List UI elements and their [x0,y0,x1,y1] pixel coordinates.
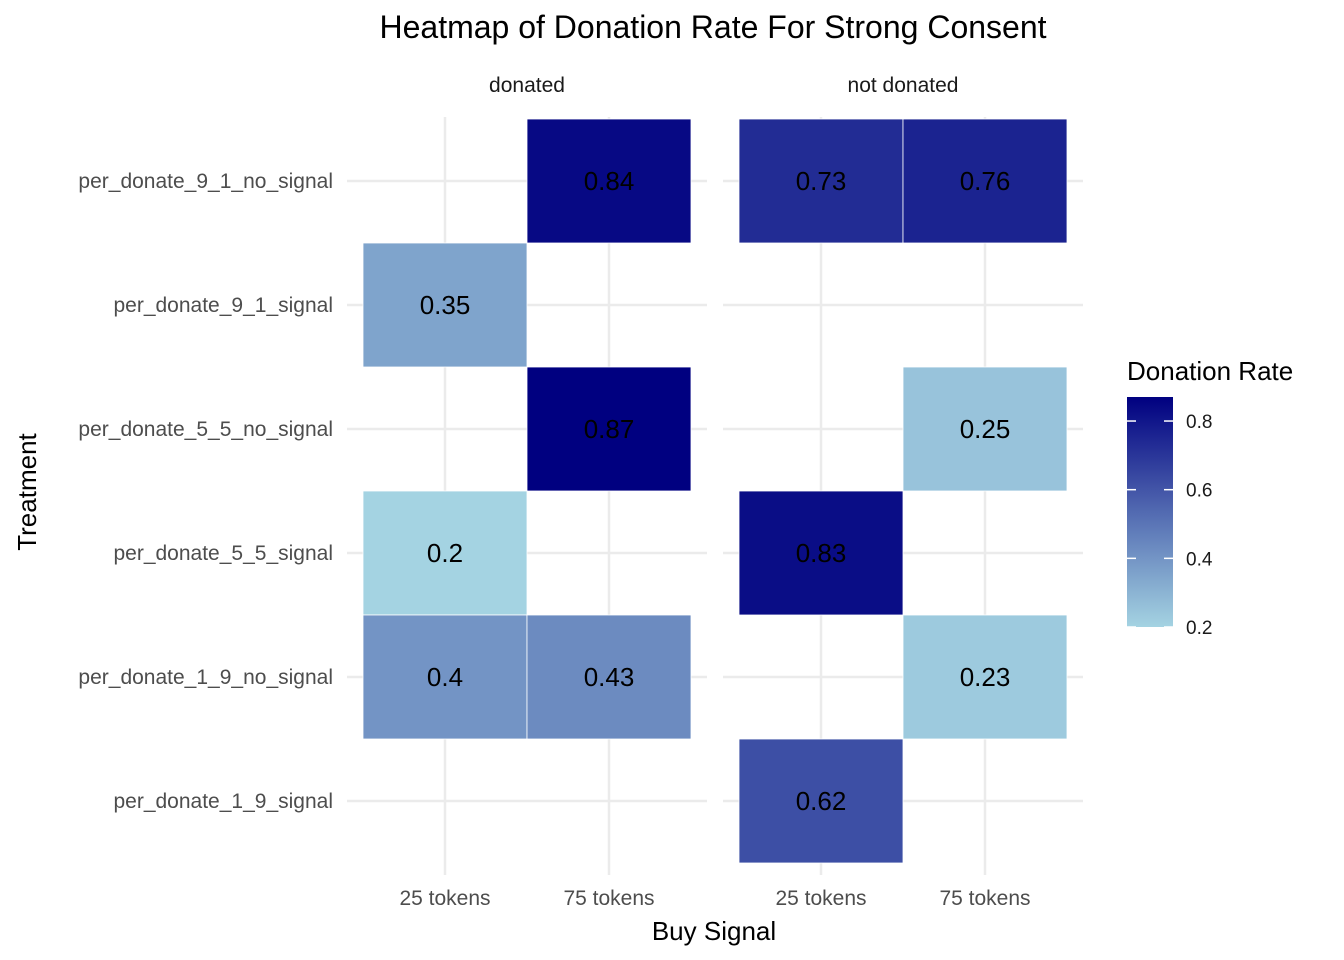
facet-panel: donated 25 tokens 75 tokens 0.84 0.35 0.87 0.2… [347,74,707,910]
cell-value-label: 0.25 [960,414,1011,444]
y-tick-label: per_donate_5_5_no_signal [78,418,333,441]
cell-value-label: 0.23 [960,662,1011,692]
heatmap-cell [902,614,1068,740]
y-tick-label: per_donate_9_1_no_signal [78,170,333,193]
legend-tick-label: 0.4 [1186,549,1213,570]
facet-panels: donated 25 tokens 75 tokens 0.84 0.35 0.87 0.2… [347,74,1083,910]
heatmap-cell [526,614,692,740]
heatmap-cell [526,366,692,492]
x-tick-label: 25 tokens [775,887,866,910]
heatmap-cell [738,490,904,616]
heatmap-cell [738,118,904,244]
y-tick-labels: per_donate_9_1_no_signal per_donate_9_1_s… [78,170,333,813]
cell-value-label: 0.73 [796,166,847,196]
y-tick-label: per_donate_9_1_signal [113,294,333,317]
x-tick-label: 75 tokens [939,887,1030,910]
heatmap-cell [902,366,1068,492]
heatmap-cell [738,738,904,864]
facet-strip-label: donated [489,74,565,97]
cell-value-label: 0.4 [427,662,463,692]
legend-ticks: 0.2 0.4 0.6 0.8 [1127,412,1213,639]
x-axis-label: Buy Signal [652,916,776,946]
facet-panel: not donated 25 tokens 75 tokens 0.73 0.76 0.2… [723,74,1083,910]
heatmap-cell [902,118,1068,244]
legend-tick-label: 0.8 [1186,412,1212,433]
y-tick-label: per_donate_1_9_signal [113,790,333,813]
cell-value-label: 0.76 [960,166,1011,196]
x-tick-label: 25 tokens [399,887,490,910]
cell-value-label: 0.62 [796,786,847,816]
legend: Donation Rate 0.2 0.4 0.6 0.8 [1127,356,1293,639]
cell-value-label: 0.87 [584,414,635,444]
legend-tick-label: 0.2 [1186,618,1212,639]
heatmap-cell [362,242,528,368]
cell-value-label: 0.2 [427,538,463,568]
y-tick-label: per_donate_1_9_no_signal [78,666,333,689]
chart-title: Heatmap of Donation Rate For Strong Cons… [379,9,1046,45]
facet-strip-label: not donated [848,74,959,97]
legend-tick-label: 0.6 [1186,481,1212,502]
legend-colorbar [1127,397,1173,627]
legend-title: Donation Rate [1127,356,1293,386]
heatmap-cell [526,118,692,244]
y-tick-label: per_donate_5_5_signal [113,542,333,565]
cell-value-label: 0.84 [584,166,635,196]
cell-value-label: 0.43 [584,662,635,692]
cell-value-label: 0.35 [420,290,471,320]
heatmap-cell [362,490,528,616]
x-tick-label: 75 tokens [563,887,654,910]
y-axis-label: Treatment [12,432,42,550]
cell-value-label: 0.83 [796,538,847,568]
